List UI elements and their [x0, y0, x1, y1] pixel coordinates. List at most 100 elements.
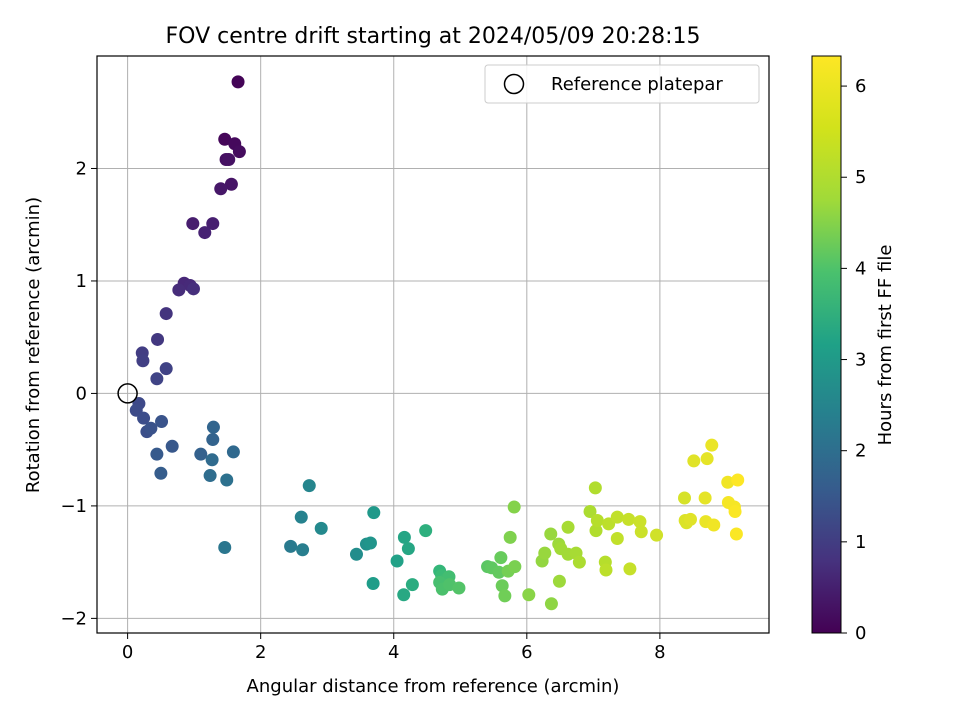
data-point [552, 574, 566, 588]
data-point [314, 521, 328, 535]
data-point [159, 307, 173, 321]
data-point [367, 506, 381, 520]
data-point [729, 527, 743, 541]
data-point [224, 177, 238, 191]
x-tick-label: 2 [255, 642, 266, 663]
data-point [678, 491, 692, 505]
data-point [218, 132, 232, 146]
data-point [206, 217, 220, 231]
colorbar: 0 1 2 3 4 5 6 Hours from first FF file [811, 55, 896, 644]
data-point [503, 530, 517, 544]
data-point [507, 500, 521, 514]
data-point [707, 518, 721, 532]
y-tick-label: 2 [76, 158, 87, 179]
data-point [590, 514, 604, 528]
legend-entry: Reference platepar [551, 74, 723, 95]
plot-frame [96, 55, 770, 634]
data-point [495, 579, 509, 593]
data-point [544, 597, 558, 611]
colorbar-tick-label: 0 [855, 623, 866, 644]
x-axis-ticks: 0 2 4 6 8 [122, 633, 666, 663]
data-point [687, 454, 701, 468]
data-point [154, 466, 168, 480]
data-point [226, 445, 240, 459]
data-point [650, 528, 664, 542]
x-tick-label: 4 [388, 642, 399, 663]
data-point [206, 420, 220, 434]
data-point [705, 438, 719, 452]
data-point [397, 588, 411, 602]
data-point [544, 527, 558, 541]
data-point [218, 541, 232, 555]
x-axis-label: Angular distance from reference (arcmin) [247, 676, 620, 697]
data-point [366, 577, 380, 591]
colorbar-tick-label: 2 [855, 441, 866, 462]
colorbar-tick-label: 1 [855, 532, 866, 553]
data-point [296, 543, 310, 557]
data-point [206, 433, 220, 447]
x-tick-label: 0 [122, 642, 133, 663]
y-tick-label: −1 [60, 496, 87, 517]
data-point [349, 547, 363, 561]
data-point [419, 524, 433, 538]
data-point [561, 520, 575, 534]
data-point [194, 447, 208, 461]
data-point [294, 510, 308, 524]
data-point [165, 439, 179, 453]
reference-marker [117, 383, 138, 404]
y-tick-label: 0 [76, 383, 87, 404]
data-point [683, 512, 697, 526]
data-point [498, 589, 512, 603]
data-point [583, 505, 597, 519]
data-point [572, 555, 586, 569]
data-point [172, 283, 186, 297]
data-point [186, 282, 200, 296]
data-point [144, 421, 158, 435]
data-point [610, 532, 624, 546]
data-point [150, 372, 164, 386]
data-point [700, 452, 714, 466]
data-point [633, 515, 647, 529]
colorbar-tick-label: 3 [855, 350, 866, 371]
colorbar-label: Hours from first FF file [875, 245, 896, 446]
data-point [363, 536, 377, 550]
data-point [232, 145, 246, 159]
data-point [588, 481, 602, 495]
data-point [390, 554, 404, 568]
data-point [610, 510, 624, 524]
legend-box [484, 64, 760, 104]
data-point [231, 75, 245, 89]
data-point [522, 588, 536, 602]
x-tick-label: 8 [654, 642, 665, 663]
y-tick-label: −2 [60, 608, 87, 629]
y-tick-label: 1 [76, 271, 87, 292]
data-point [220, 473, 234, 487]
data-point [405, 578, 419, 592]
data-point [401, 542, 415, 556]
data-point [622, 512, 636, 526]
legend-marker-icon [503, 73, 525, 95]
colorbar-tick-label: 4 [855, 258, 866, 279]
y-axis-ticks: −2 −1 0 1 2 [60, 158, 97, 629]
data-point [721, 475, 735, 489]
y-axis-label: Rotation from reference (arcmin) [23, 197, 44, 493]
colorbar-tick-label: 6 [855, 76, 866, 97]
data-point [599, 563, 613, 577]
data-point [452, 581, 466, 595]
data-point [538, 546, 552, 560]
colorbar-tick-label: 5 [855, 167, 866, 188]
data-points [129, 75, 745, 611]
data-point [508, 560, 522, 574]
data-point [302, 479, 316, 493]
data-point [186, 217, 200, 231]
data-point [159, 362, 173, 376]
data-point [728, 505, 742, 519]
data-point [284, 539, 298, 553]
x-tick-label: 6 [521, 642, 532, 663]
data-point [214, 182, 228, 196]
data-point [151, 332, 165, 346]
grid-lines [97, 56, 769, 633]
data-point [494, 551, 508, 565]
data-point [155, 415, 169, 429]
data-point [198, 226, 212, 240]
